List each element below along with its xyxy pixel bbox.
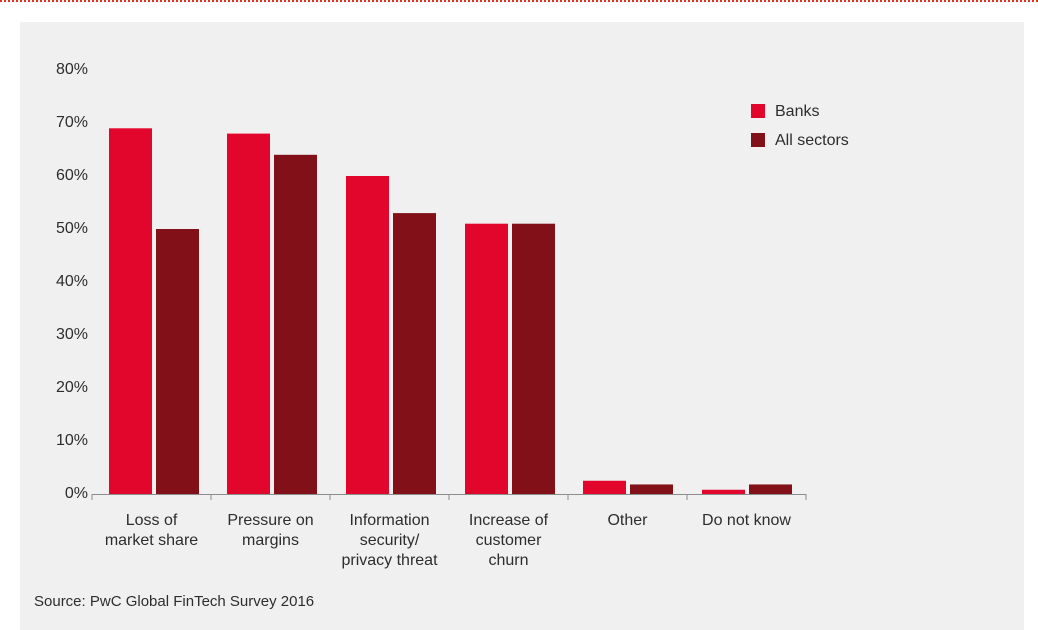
category-label: Loss of market share xyxy=(105,512,198,549)
category-label: Other xyxy=(607,512,648,529)
category-label: Do not know xyxy=(702,512,791,529)
top-dotted-rule xyxy=(0,0,1038,2)
y-tick-label: 40% xyxy=(56,273,88,290)
bar-all-sectors xyxy=(512,223,555,494)
bar-all-sectors xyxy=(274,154,317,495)
legend-label: Banks xyxy=(775,103,819,120)
legend-label: All sectors xyxy=(775,132,849,149)
y-axis-ticks: 0% 10% 20% 30% 40% 50% 60% 70% 80% xyxy=(56,61,88,502)
category-label: Increase of customer churn xyxy=(469,512,549,569)
y-tick-label: 0% xyxy=(65,485,88,502)
legend-swatch xyxy=(751,133,765,147)
bar-banks xyxy=(702,489,745,494)
bar-banks xyxy=(109,128,152,495)
y-tick-label: 60% xyxy=(56,167,88,184)
bar-chart: 0% 10% 20% 30% 40% 50% 60% 70% 80% Loss of market… xyxy=(56,61,849,569)
legend: Banks All sectors xyxy=(751,103,849,149)
bars xyxy=(109,128,792,495)
y-tick-label: 30% xyxy=(56,326,88,343)
bar-banks xyxy=(583,480,626,494)
bar-all-sectors xyxy=(393,213,436,494)
y-tick-label: 50% xyxy=(56,220,88,237)
legend-swatch xyxy=(751,104,765,118)
x-axis xyxy=(91,494,807,500)
y-tick-label: 70% xyxy=(56,114,88,131)
category-label: Information security/privacy threat xyxy=(341,512,438,569)
category-labels: Loss of market share Pressure on margins Inf… xyxy=(105,512,792,569)
y-tick-label: 80% xyxy=(56,61,88,78)
y-tick-label: 20% xyxy=(56,379,88,396)
y-tick-label: 10% xyxy=(56,432,88,449)
bar-banks xyxy=(346,176,389,494)
bar-all-sectors xyxy=(156,229,199,494)
bar-banks xyxy=(227,133,270,494)
source-note: Source: PwC Global FinTech Survey 2016 xyxy=(34,593,315,610)
bar-all-sectors xyxy=(749,484,792,494)
category-label: Pressure on margins xyxy=(227,512,313,549)
bar-banks xyxy=(465,223,508,494)
bar-all-sectors xyxy=(630,484,673,494)
